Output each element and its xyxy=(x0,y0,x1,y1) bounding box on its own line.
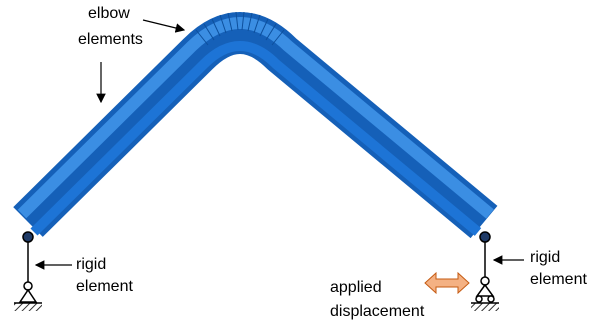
diagram: elbow elements rigid element rigid eleme… xyxy=(0,0,600,323)
label: applied xyxy=(330,279,382,296)
label: element xyxy=(76,278,133,295)
label: elbow xyxy=(88,5,130,22)
label: element xyxy=(530,271,587,288)
label: rigid xyxy=(530,249,560,266)
left-support xyxy=(14,232,42,311)
right-support xyxy=(471,232,499,311)
label: rigid xyxy=(76,256,106,273)
label: elements xyxy=(78,31,143,48)
label: displacement xyxy=(330,303,425,320)
displacement-arrow xyxy=(425,273,469,293)
